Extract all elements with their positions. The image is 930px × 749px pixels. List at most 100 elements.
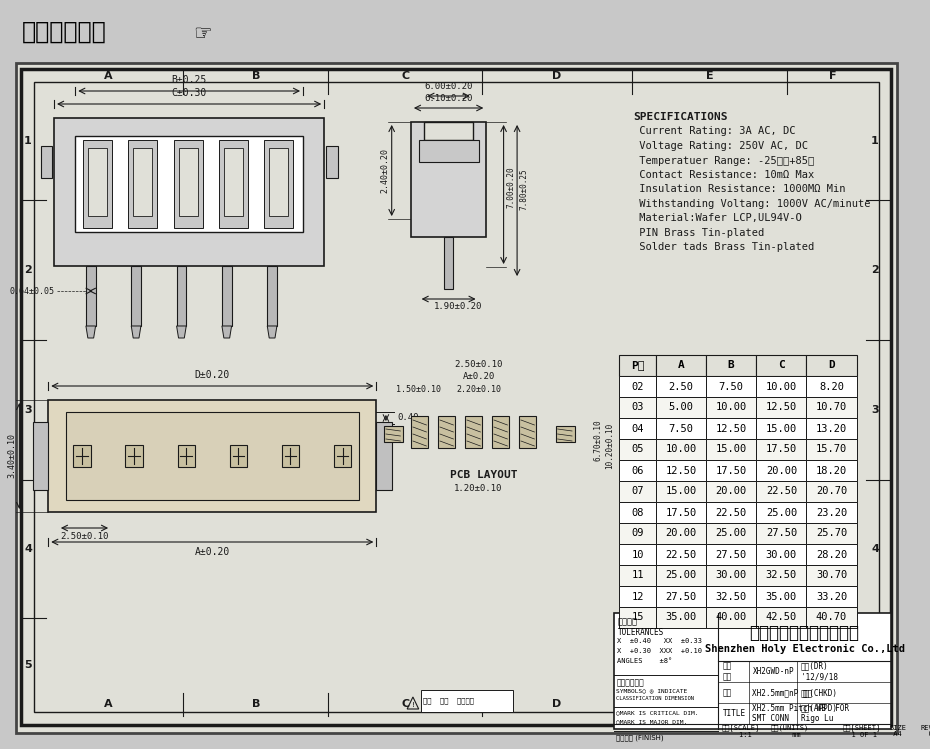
Bar xyxy=(131,266,141,326)
Text: 一般公差: 一般公差 xyxy=(618,617,637,626)
Text: 20.70: 20.70 xyxy=(816,487,847,497)
Bar xyxy=(133,148,153,216)
Bar xyxy=(87,148,107,216)
Text: 03: 03 xyxy=(631,402,644,413)
Bar xyxy=(806,586,857,607)
Text: 07: 07 xyxy=(631,487,644,497)
Bar xyxy=(706,376,756,397)
Text: TOLERANCES: TOLERANCES xyxy=(618,628,664,637)
Text: 28.20: 28.20 xyxy=(816,550,847,560)
Text: A±0.20: A±0.20 xyxy=(194,547,230,557)
Text: ANGLES    ±8°: ANGLES ±8° xyxy=(618,658,672,664)
Text: 5: 5 xyxy=(24,660,32,670)
Bar xyxy=(756,460,806,481)
Bar xyxy=(619,439,656,460)
Bar xyxy=(54,118,325,266)
Text: ○MARK IS MAJOR DIM.: ○MARK IS MAJOR DIM. xyxy=(617,719,687,724)
Bar xyxy=(492,416,510,448)
Text: 27.50: 27.50 xyxy=(666,592,697,601)
Text: D±0.20: D±0.20 xyxy=(194,370,230,380)
Text: PCB LAYOUT: PCB LAYOUT xyxy=(449,470,517,480)
Text: 在线图纸下载: 在线图纸下载 xyxy=(22,20,107,44)
Bar xyxy=(444,237,454,289)
Text: 表面处理 (FINISH): 表面处理 (FINISH) xyxy=(617,734,664,741)
Bar xyxy=(706,544,756,565)
Bar xyxy=(21,69,891,725)
Text: 10.00: 10.00 xyxy=(715,402,747,413)
Text: 27.50: 27.50 xyxy=(765,529,797,539)
Text: 2: 2 xyxy=(24,265,32,275)
Bar xyxy=(706,439,756,460)
Bar xyxy=(619,565,656,586)
Text: 4: 4 xyxy=(24,544,32,554)
Bar xyxy=(656,460,706,481)
Bar xyxy=(418,140,479,162)
Text: 2.50±0.10: 2.50±0.10 xyxy=(60,532,108,541)
Text: B: B xyxy=(251,699,259,709)
Text: 32.50: 32.50 xyxy=(765,571,797,580)
Text: SYMBOLS○ ◎ INDICATE: SYMBOLS○ ◎ INDICATE xyxy=(617,688,687,693)
Bar xyxy=(230,445,247,467)
Text: 40.00: 40.00 xyxy=(715,613,747,622)
Bar xyxy=(619,544,656,565)
Bar xyxy=(556,426,575,442)
Bar xyxy=(7,0,905,58)
Bar xyxy=(619,418,656,439)
Text: 0.40: 0.40 xyxy=(397,413,419,422)
Polygon shape xyxy=(131,326,141,338)
Text: B: B xyxy=(728,360,735,371)
Bar xyxy=(756,439,806,460)
Text: REV
  0: REV 0 xyxy=(921,724,930,738)
Text: 33.20: 33.20 xyxy=(816,592,847,601)
Bar xyxy=(619,523,656,544)
Polygon shape xyxy=(86,326,96,338)
Text: D: D xyxy=(552,699,562,709)
Bar xyxy=(619,355,656,376)
Text: 20.00: 20.00 xyxy=(765,465,797,476)
Text: 7.80±0.25: 7.80±0.25 xyxy=(520,169,529,210)
Bar xyxy=(706,460,756,481)
Text: 5.00: 5.00 xyxy=(669,402,694,413)
Bar xyxy=(66,412,359,500)
Bar xyxy=(411,416,429,448)
Bar xyxy=(619,397,656,418)
Bar xyxy=(806,565,857,586)
Bar xyxy=(75,136,303,232)
Text: A±0.20: A±0.20 xyxy=(462,372,495,381)
Bar xyxy=(806,397,857,418)
Text: 6.70±0.10: 6.70±0.10 xyxy=(593,419,603,461)
Text: 工程
图号: 工程 图号 xyxy=(723,662,732,681)
Text: 2.50: 2.50 xyxy=(669,381,694,392)
Text: 02: 02 xyxy=(631,381,644,392)
Text: 比例[SCALE]
    1:1: 比例[SCALE] 1:1 xyxy=(722,724,760,738)
Bar xyxy=(656,565,706,586)
Bar xyxy=(519,416,537,448)
Bar xyxy=(756,502,806,523)
Text: 3: 3 xyxy=(24,405,32,415)
Bar xyxy=(806,439,857,460)
Text: Material:Wafer LCP,UL94V-O: Material:Wafer LCP,UL94V-O xyxy=(632,213,802,223)
Bar xyxy=(179,148,198,216)
Bar xyxy=(706,607,756,628)
Bar xyxy=(656,355,706,376)
Text: D: D xyxy=(829,360,835,371)
Bar xyxy=(656,502,706,523)
Text: 25.00: 25.00 xyxy=(765,508,797,518)
Text: 27.50: 27.50 xyxy=(715,550,747,560)
Text: Temperatuer Range: -25℃～+85℃: Temperatuer Range: -25℃～+85℃ xyxy=(632,156,814,166)
Bar xyxy=(411,122,486,237)
Text: B±0.25: B±0.25 xyxy=(171,75,206,85)
Bar xyxy=(756,418,806,439)
Text: F: F xyxy=(830,699,837,709)
Bar xyxy=(619,460,656,481)
Text: 品名: 品名 xyxy=(723,688,732,697)
Bar xyxy=(126,445,143,467)
Text: 4: 4 xyxy=(871,544,879,554)
Text: 12: 12 xyxy=(631,592,644,601)
Text: SIZE
 A4: SIZE A4 xyxy=(889,724,907,738)
Text: 10.20±0.10: 10.20±0.10 xyxy=(604,423,614,469)
Text: 13.20: 13.20 xyxy=(816,423,847,434)
Bar xyxy=(656,439,706,460)
Text: 25.70: 25.70 xyxy=(816,529,847,539)
Text: A: A xyxy=(678,360,684,371)
